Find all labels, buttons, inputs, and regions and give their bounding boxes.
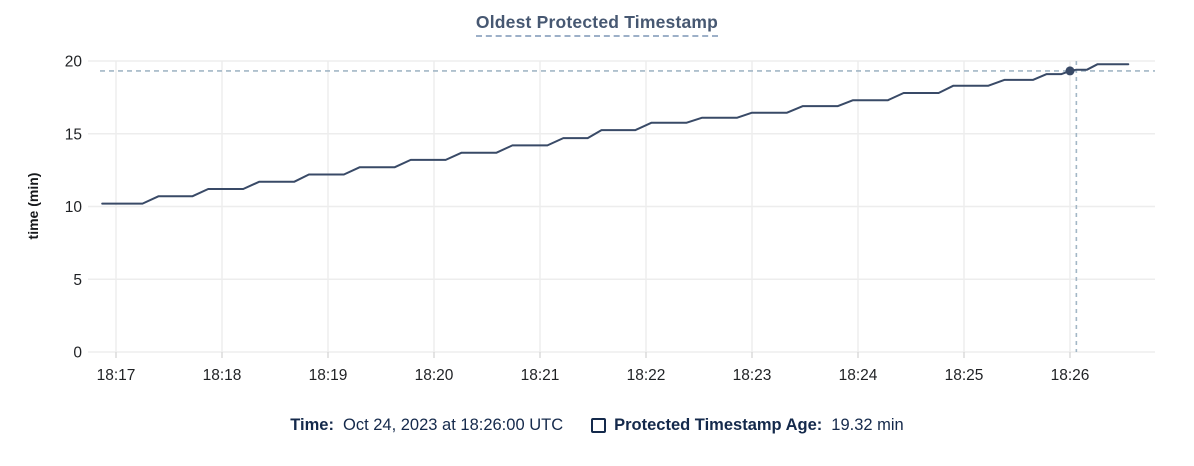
hover-time-label: Time:: [290, 416, 334, 434]
series-value: 19.32 min: [831, 416, 904, 434]
legend-item-protected-timestamp-age[interactable]: Protected Timestamp Age: 19.32 min: [591, 416, 904, 435]
y-axis-label: time (min): [25, 173, 41, 240]
timeseries-chart-svg[interactable]: 0 5 10 15 20 18:17 18:18 18:19 18:20 18:21 18:22 18…: [0, 40, 1194, 394]
x-tick-label: 18:20: [415, 367, 454, 384]
x-tick-label: 18:24: [839, 367, 878, 384]
y-tick-label: 10: [65, 199, 83, 216]
x-tick-label: 18:17: [97, 367, 136, 384]
chart-header: Oldest Protected Timestamp: [0, 0, 1194, 40]
x-tick-label: 18:19: [309, 367, 348, 384]
x-tick-label: 18:18: [203, 367, 242, 384]
series-line-protected-timestamp-age: [101, 63, 1130, 205]
series-checkbox-icon[interactable]: [591, 418, 607, 433]
series-label: Protected Timestamp Age:: [614, 416, 823, 434]
chart-title[interactable]: Oldest Protected Timestamp: [475, 12, 719, 37]
y-tick-label: 5: [73, 272, 82, 289]
y-tick-label: 0: [73, 345, 82, 362]
y-tick-label: 20: [65, 54, 83, 71]
x-tick-label: 18:25: [945, 367, 984, 384]
y-tick-label: 15: [65, 126, 82, 143]
chart-legend: Time: Oct 24, 2023 at 18:26:00 UTC Prote…: [0, 416, 1194, 435]
hover-time-value: Oct 24, 2023 at 18:26:00 UTC: [342, 416, 564, 434]
hover-time-readout: Time: Oct 24, 2023 at 18:26:00 UTC: [290, 416, 563, 435]
x-tick-label: 18:26: [1051, 367, 1090, 384]
highlight-dot: [1065, 66, 1075, 76]
x-tick-label: 18:23: [733, 367, 772, 384]
x-tick-label: 18:21: [521, 367, 560, 384]
x-tick-label: 18:22: [627, 367, 666, 384]
